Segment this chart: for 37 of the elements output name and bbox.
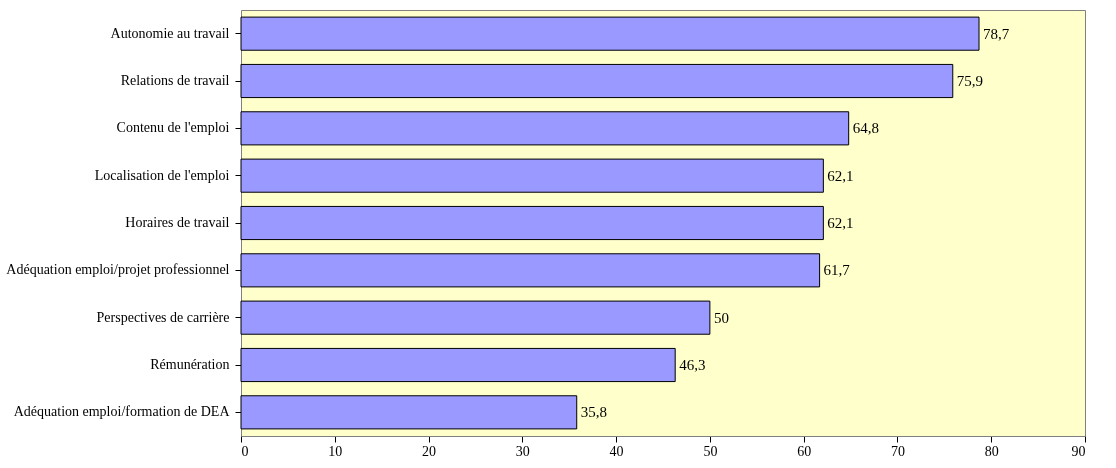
y-tick-label: Rémunération <box>150 357 230 372</box>
y-tick-label: Adéquation emploi/projet professionnel <box>6 262 230 278</box>
y-tick-label: Contenu de l'emploi <box>116 120 230 136</box>
y-tick-label: Autonomie au travail <box>110 25 230 41</box>
bar <box>240 111 850 146</box>
x-tick-label: 70 <box>890 443 905 459</box>
bar <box>240 347 676 383</box>
data-label: 78,7 <box>983 25 1010 42</box>
data-label: 50 <box>713 309 729 326</box>
x-tick-label: 80 <box>984 443 999 459</box>
x-tick-label: 0 <box>241 443 249 459</box>
x-tick-label: 10 <box>328 443 343 459</box>
data-label: 64,8 <box>852 120 879 137</box>
bar <box>240 205 824 241</box>
y-tick-label: Adéquation emploi/formation de DEA <box>13 404 231 420</box>
y-tick-label: Horaires de travail <box>125 215 230 230</box>
data-label: 46,3 <box>679 357 706 373</box>
bar <box>240 300 711 335</box>
x-tick-label: 90 <box>1071 443 1086 459</box>
x-tick-label: 20 <box>422 443 437 459</box>
data-label: 62,1 <box>827 167 854 184</box>
y-tick-label: Localisation de l'emploi <box>94 167 230 183</box>
data-label: 35,8 <box>580 404 607 421</box>
data-label: 62,1 <box>827 215 854 231</box>
x-tick-label: 40 <box>609 443 624 459</box>
x-tick-label: 30 <box>515 443 530 459</box>
bar <box>240 63 954 99</box>
data-label: 75,9 <box>956 73 984 89</box>
data-label: 61,7 <box>823 262 851 279</box>
bar <box>240 16 980 51</box>
y-tick-label: Perspectives de carrière <box>96 309 230 325</box>
y-tick-label: Relations de travail <box>120 73 230 88</box>
bar <box>240 158 824 193</box>
x-tick-label: 60 <box>797 443 812 459</box>
x-tick-label: 50 <box>703 443 718 459</box>
bar <box>240 253 821 288</box>
bar <box>240 395 578 430</box>
